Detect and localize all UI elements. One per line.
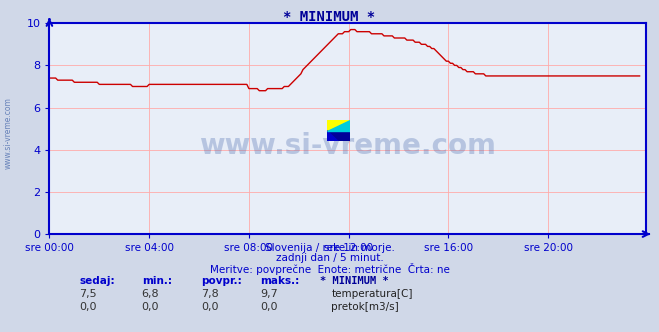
Text: 0,0: 0,0 bbox=[142, 302, 159, 312]
Text: * MINIMUM *: * MINIMUM * bbox=[320, 276, 388, 286]
Text: Slovenija / reke in morje.: Slovenija / reke in morje. bbox=[264, 243, 395, 253]
Text: maks.:: maks.: bbox=[260, 276, 300, 286]
Text: 6,8: 6,8 bbox=[142, 289, 159, 299]
Polygon shape bbox=[327, 120, 349, 131]
Text: 7,5: 7,5 bbox=[79, 289, 97, 299]
Text: zadnji dan / 5 minut.: zadnji dan / 5 minut. bbox=[275, 253, 384, 263]
Polygon shape bbox=[327, 131, 349, 141]
Text: 0,0: 0,0 bbox=[79, 302, 97, 312]
Text: povpr.:: povpr.: bbox=[201, 276, 242, 286]
Text: www.si-vreme.com: www.si-vreme.com bbox=[3, 97, 13, 169]
Text: 9,7: 9,7 bbox=[260, 289, 278, 299]
Polygon shape bbox=[327, 120, 349, 131]
Text: temperatura[C]: temperatura[C] bbox=[331, 289, 413, 299]
Text: 0,0: 0,0 bbox=[201, 302, 219, 312]
Text: * MINIMUM *: * MINIMUM * bbox=[283, 10, 376, 24]
Text: sedaj:: sedaj: bbox=[79, 276, 115, 286]
Text: pretok[m3/s]: pretok[m3/s] bbox=[331, 302, 399, 312]
Text: 7,8: 7,8 bbox=[201, 289, 219, 299]
Text: min.:: min.: bbox=[142, 276, 172, 286]
Text: www.si-vreme.com: www.si-vreme.com bbox=[199, 131, 496, 159]
Polygon shape bbox=[327, 131, 338, 141]
Text: Meritve: povprečne  Enote: metrične  Črta: ne: Meritve: povprečne Enote: metrične Črta:… bbox=[210, 263, 449, 275]
Text: 0,0: 0,0 bbox=[260, 302, 278, 312]
